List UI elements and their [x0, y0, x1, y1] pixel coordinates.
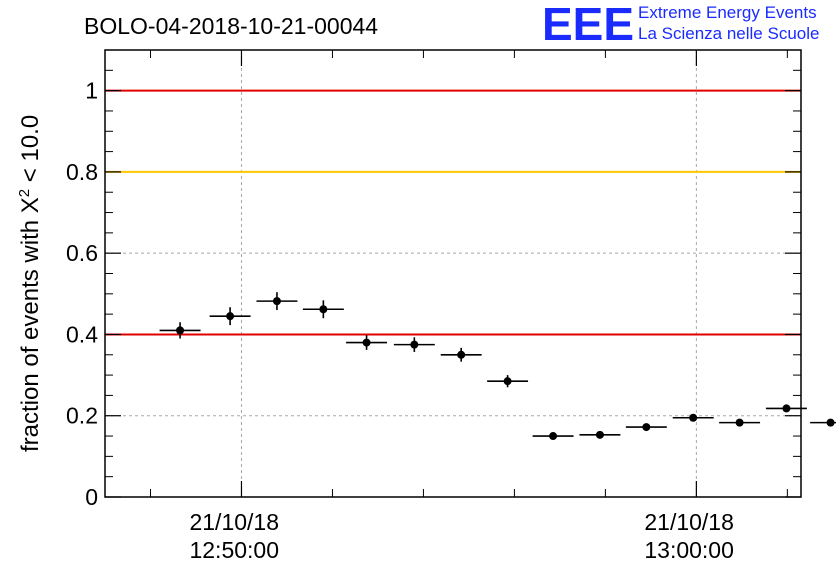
data-point	[532, 432, 574, 441]
data-marker	[319, 305, 328, 314]
y-axis-label-superscript: 2	[16, 189, 33, 197]
logo-line-1: Extreme Energy Events	[638, 3, 817, 22]
data-point	[672, 413, 714, 422]
data-marker	[642, 423, 651, 432]
y-tick-label: 0	[85, 484, 98, 510]
data-point	[209, 307, 251, 326]
data-marker	[826, 418, 835, 427]
data-marker	[689, 413, 698, 422]
data-marker	[503, 377, 512, 386]
y-tick-label: 0.4	[66, 321, 98, 347]
data-marker	[226, 312, 235, 321]
data-marker	[272, 297, 281, 306]
eee-logo: EEE Extreme Energy Events La Scienza nel…	[542, 0, 819, 50]
data-point	[159, 322, 201, 339]
logo-letters: EEE	[542, 0, 634, 50]
data-point	[256, 292, 298, 311]
data-marker	[362, 338, 371, 347]
data-point	[625, 423, 667, 432]
data-point	[765, 404, 807, 413]
y-tick-label: 0.2	[66, 403, 98, 429]
x-tick-date: 21/10/18	[189, 509, 279, 535]
data-marker	[595, 430, 604, 439]
y-axis-label-main: fraction of events with X	[17, 197, 44, 452]
data-point	[579, 430, 621, 439]
data-point	[487, 375, 529, 388]
y-axis-label: fraction of events with X2 < 10.0	[16, 115, 44, 452]
data-marker	[410, 340, 419, 349]
y-tick-label: 0.8	[66, 159, 98, 185]
data-point	[393, 337, 435, 352]
data-point	[440, 347, 482, 362]
data-point	[719, 418, 761, 427]
data-marker	[782, 404, 791, 413]
y-axis-label-tail: < 10.0	[17, 115, 44, 189]
y-tick-label: 0.6	[66, 240, 98, 266]
data-points	[159, 292, 836, 441]
data-marker	[457, 350, 466, 359]
logo-line-2: La Scienza nelle Scuole	[638, 24, 819, 43]
data-marker	[549, 432, 558, 441]
data-marker	[735, 418, 744, 427]
y-tick-label: 1	[85, 78, 98, 104]
data-point	[302, 300, 344, 319]
chart-title: BOLO-04-2018-10-21-00044	[84, 13, 378, 39]
reference-lines	[105, 89, 801, 336]
data-point	[810, 418, 836, 427]
x-tick-time: 13:00:00	[644, 537, 734, 563]
x-tick-date: 21/10/18	[644, 509, 734, 535]
axis-ticks: 00.20.40.60.8121/10/1812:50:0021/10/1813…	[66, 50, 801, 563]
data-point	[346, 335, 388, 350]
data-marker	[176, 326, 185, 335]
x-tick-time: 12:50:00	[189, 537, 279, 563]
